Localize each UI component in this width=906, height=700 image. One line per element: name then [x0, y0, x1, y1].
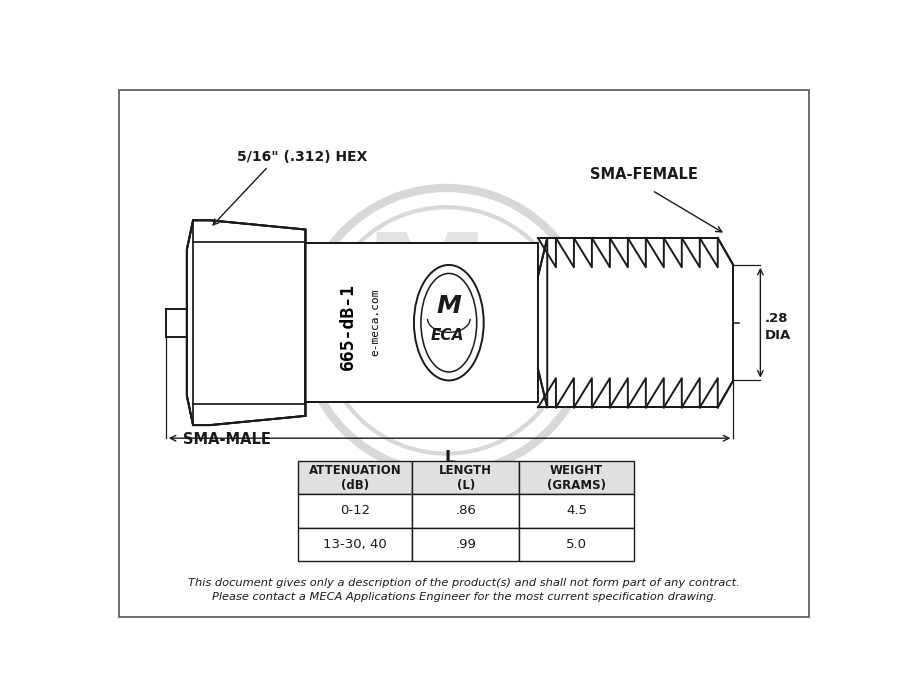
Text: 13-30, 40: 13-30, 40: [323, 538, 387, 551]
Text: 5.0: 5.0: [566, 538, 587, 551]
Text: .86: .86: [456, 505, 477, 517]
Text: 5/16" (.312) HEX: 5/16" (.312) HEX: [237, 150, 368, 164]
Text: .99: .99: [456, 538, 477, 551]
Text: M: M: [365, 228, 489, 349]
Polygon shape: [538, 238, 547, 407]
Text: ATTENUATION
(dB): ATTENUATION (dB): [309, 464, 401, 492]
Text: ECA: ECA: [386, 324, 554, 398]
Polygon shape: [538, 238, 733, 407]
Ellipse shape: [421, 274, 477, 372]
Text: .28: .28: [765, 312, 788, 326]
Bar: [305, 244, 538, 402]
Ellipse shape: [414, 265, 484, 381]
Text: DIA: DIA: [765, 328, 791, 342]
Text: LENGTH
(L): LENGTH (L): [439, 464, 492, 492]
Text: 4.5: 4.5: [566, 505, 587, 517]
Text: 665-dB-1: 665-dB-1: [339, 283, 357, 370]
Bar: [519, 528, 634, 561]
Bar: [298, 461, 412, 494]
Bar: [519, 494, 634, 528]
Text: WEIGHT
(GRAMS): WEIGHT (GRAMS): [547, 464, 606, 492]
Text: 0-12: 0-12: [340, 505, 371, 517]
Text: Please contact a MECA Applications Engineer for the most current specification d: Please contact a MECA Applications Engin…: [212, 592, 717, 602]
Bar: [298, 494, 412, 528]
Bar: [412, 461, 519, 494]
Bar: [305, 244, 538, 402]
Bar: [412, 494, 519, 528]
Bar: [412, 528, 519, 561]
Text: ECA: ECA: [430, 328, 464, 342]
Bar: [298, 528, 412, 561]
Text: L: L: [444, 449, 455, 467]
Text: This document gives only a description of the product(s) and shall not form part: This document gives only a description o…: [188, 578, 740, 588]
Polygon shape: [187, 220, 305, 425]
Text: SMA-FEMALE: SMA-FEMALE: [590, 167, 698, 183]
Text: SMA-MALE: SMA-MALE: [183, 432, 271, 447]
Text: M: M: [437, 294, 461, 318]
Bar: [519, 461, 634, 494]
Text: e-meca.com: e-meca.com: [371, 289, 381, 356]
